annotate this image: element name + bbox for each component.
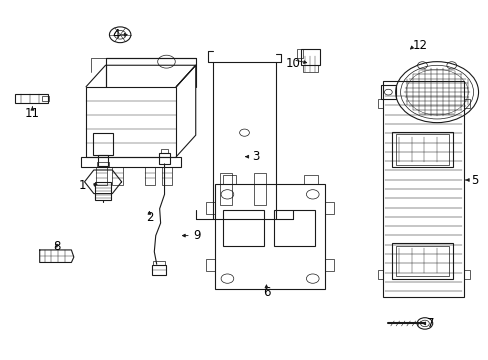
Bar [81,157,181,167]
Bar [463,270,469,279]
Bar [86,87,176,157]
Bar [391,132,452,167]
Bar [391,243,452,279]
Bar [160,149,168,153]
Bar [325,202,333,214]
Bar [222,211,264,246]
Bar [97,162,109,167]
Bar [159,153,169,164]
Text: 3: 3 [251,150,259,163]
Bar [395,134,448,165]
Text: 9: 9 [193,229,201,242]
Bar [96,167,106,185]
Text: 5: 5 [470,174,478,186]
Text: 12: 12 [412,39,427,52]
Text: 10: 10 [285,57,300,70]
Bar [206,202,215,214]
Bar [304,175,317,184]
Bar [395,246,448,276]
Bar [296,49,302,58]
Text: 1: 1 [79,179,86,192]
Bar [112,167,122,185]
Bar [153,261,164,265]
Bar [377,99,383,108]
Bar [463,99,469,108]
Bar [93,134,113,155]
Text: 2: 2 [145,211,153,224]
Bar [254,173,266,205]
Bar [383,81,463,297]
Bar [161,167,172,185]
Text: 6: 6 [262,287,270,300]
Bar [220,173,232,205]
Text: 8: 8 [53,240,61,253]
Bar [222,175,236,184]
Bar [215,184,325,289]
Bar [206,259,215,271]
Bar [152,265,166,275]
Bar [325,259,333,271]
Text: 7: 7 [427,317,434,330]
Bar [300,49,320,65]
Bar [377,270,383,279]
Bar [98,155,108,166]
Bar [95,182,111,200]
Text: 11: 11 [25,107,40,120]
Bar [144,167,155,185]
Bar [15,94,48,103]
Bar [380,85,395,99]
Bar [273,211,315,246]
Text: 4: 4 [113,28,120,41]
Bar [303,64,317,72]
Bar [42,96,49,101]
